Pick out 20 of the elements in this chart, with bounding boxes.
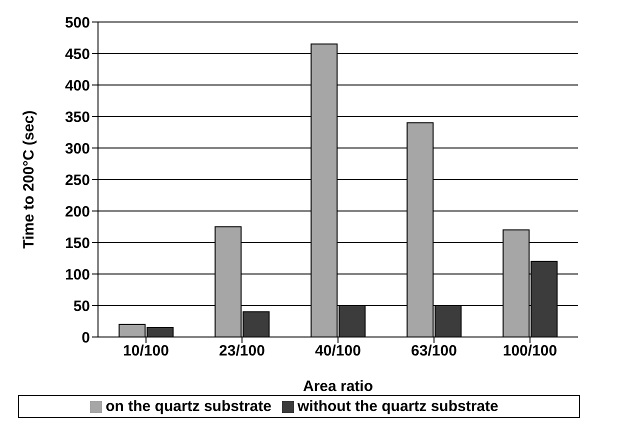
y-tick-label: 450 [64, 46, 90, 63]
y-tick-label: 100 [64, 266, 90, 284]
y-tick-label: 400 [64, 77, 90, 94]
x-tick-label: 40/100 [315, 342, 361, 360]
x-tick-label: 63/100 [411, 342, 457, 360]
y-tick-label: 200 [64, 203, 90, 220]
y-tick-label: 50 [73, 298, 90, 315]
legend-label: on the quartz substrate [106, 398, 272, 415]
y-tick-label: 500 [64, 14, 90, 32]
y-tick-label: 350 [64, 108, 90, 126]
x-tick-label: 10/100 [123, 342, 169, 360]
y-tick-label: 300 [64, 140, 90, 158]
legend-label: without the quartz substrate [298, 398, 498, 415]
y-tick-label: 0 [82, 329, 90, 346]
y-tick-label: 150 [64, 234, 90, 252]
x-tick-label: 23/100 [219, 342, 265, 360]
x-tick-label: 100/100 [502, 342, 558, 360]
y-axis-title: Time to 200°C (sec) [20, 110, 38, 249]
y-tick-label: 250 [64, 172, 90, 189]
x-axis-title: Area ratio [302, 378, 374, 395]
